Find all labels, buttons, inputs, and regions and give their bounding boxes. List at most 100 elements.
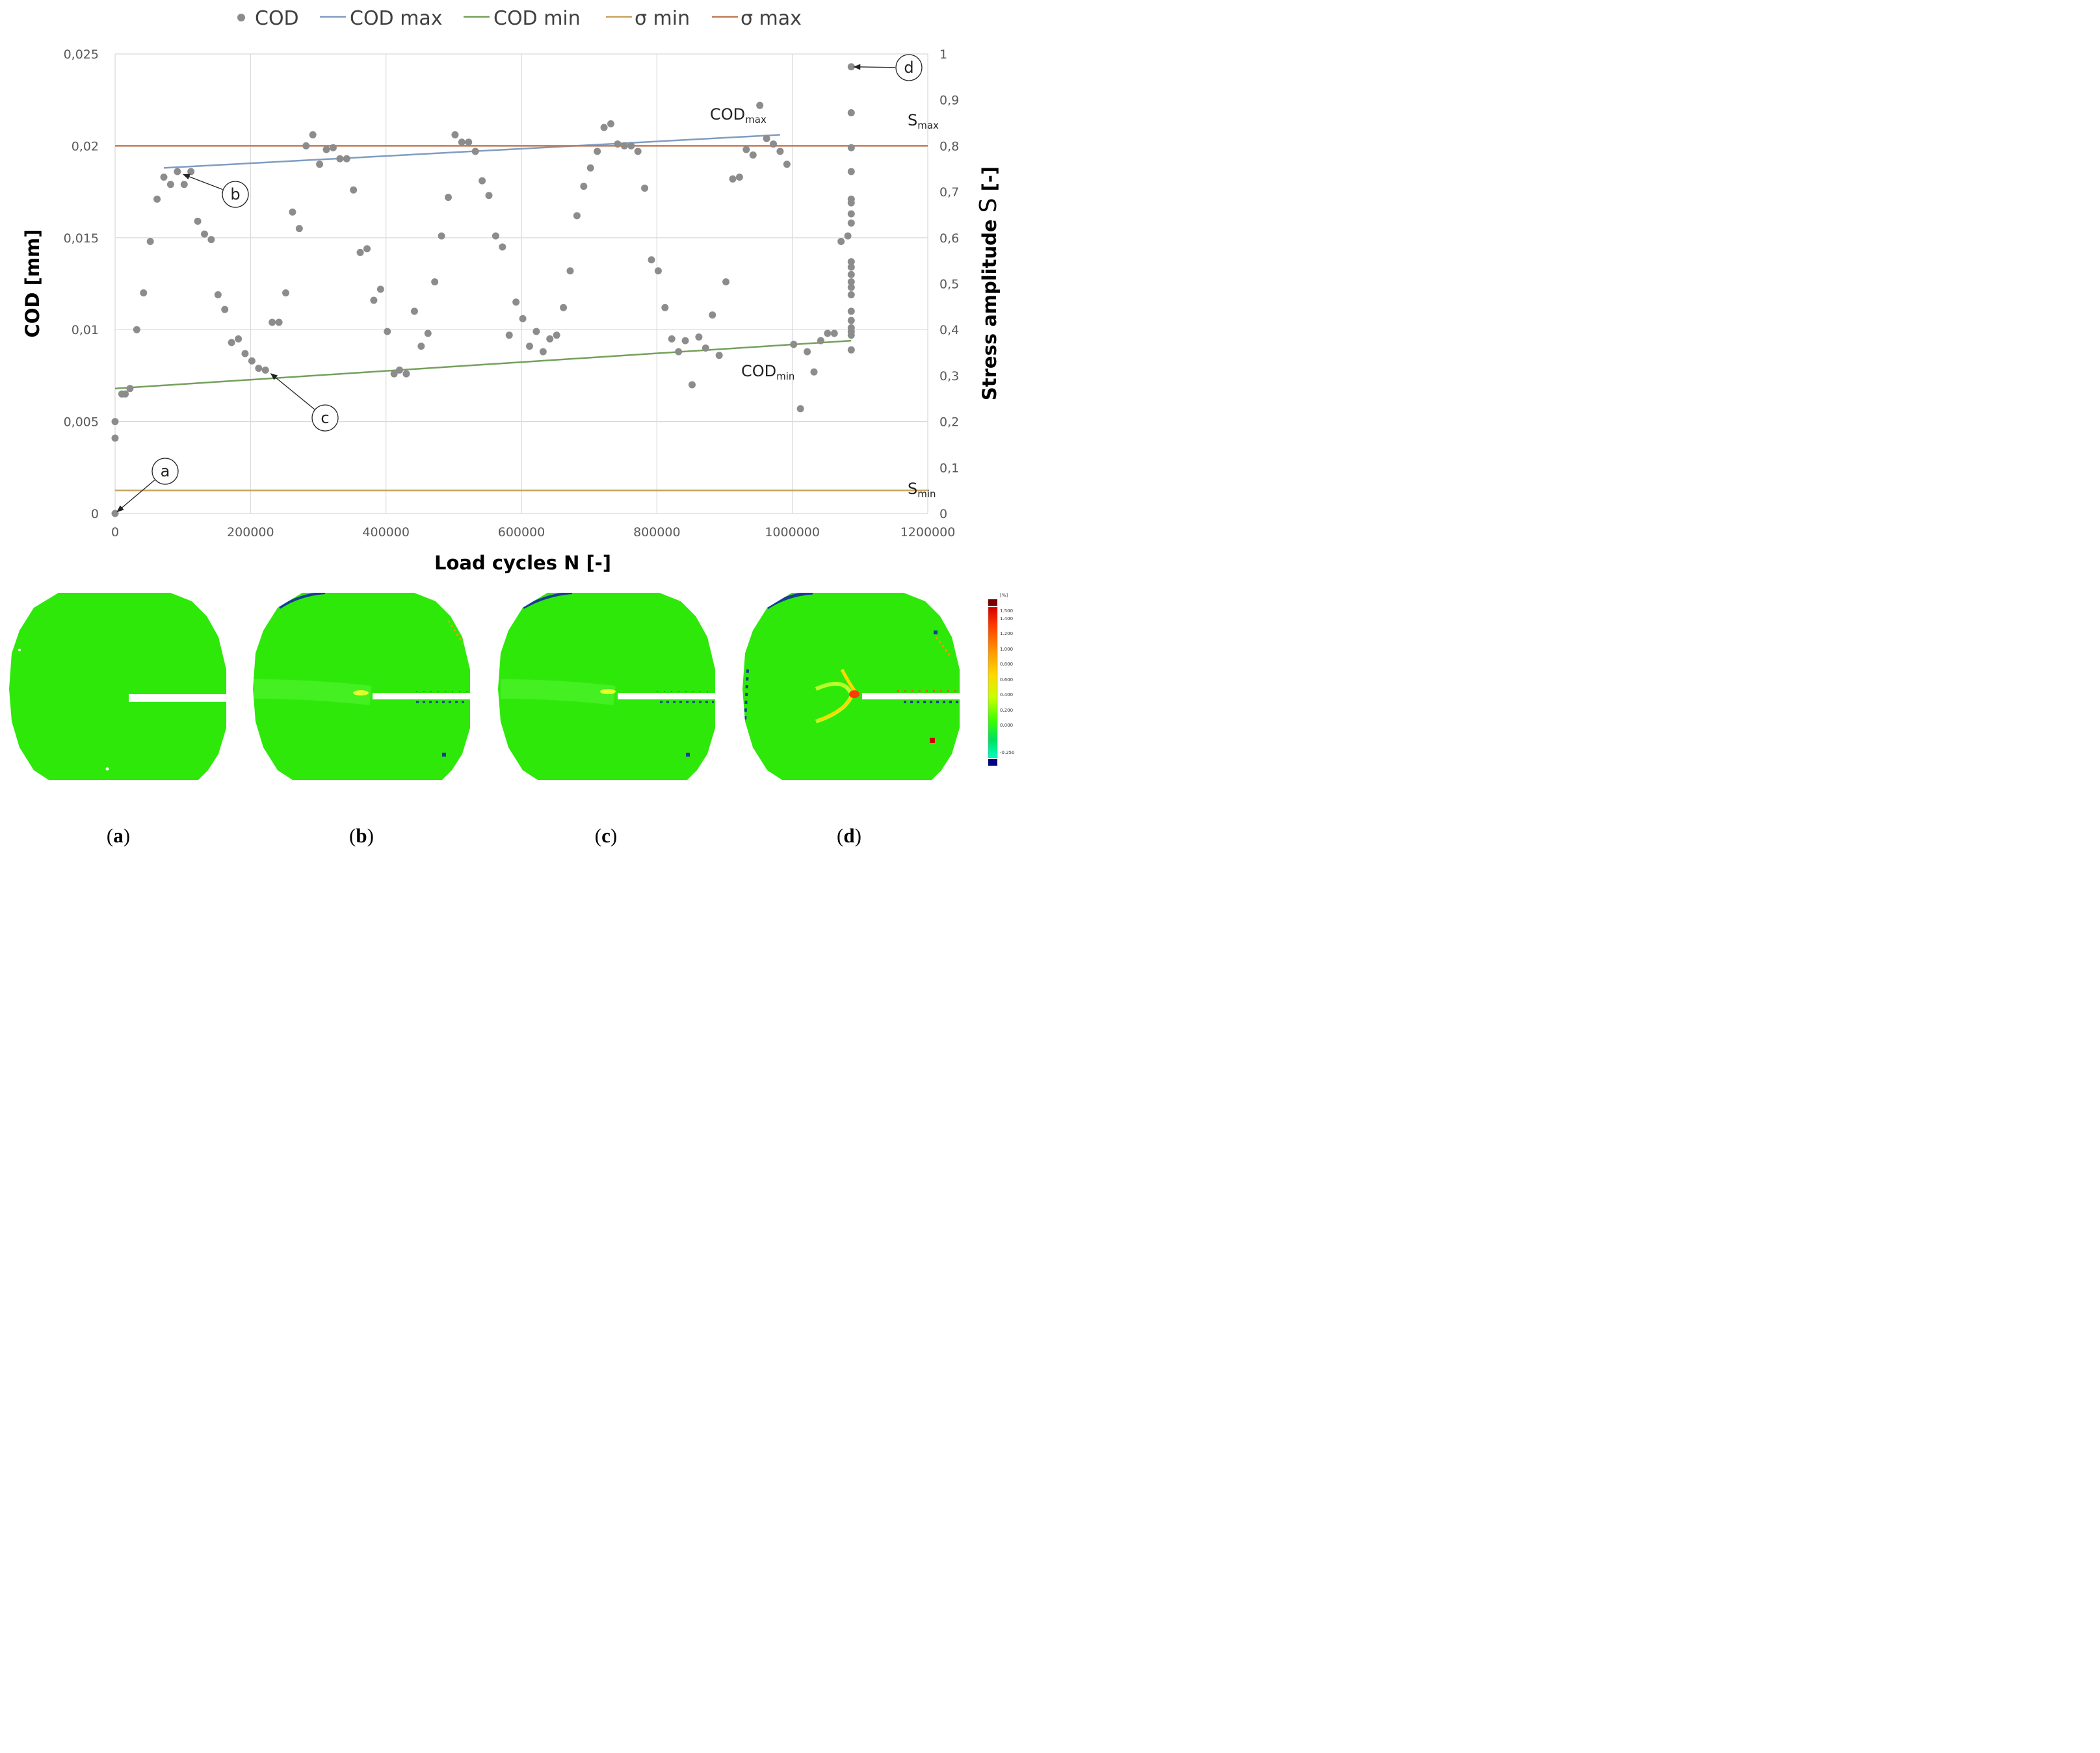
cod-point xyxy=(776,148,784,155)
cod-min-annotation-main: COD xyxy=(741,362,776,380)
colorbar-ticks: 1.500 1.400 1.200 1.000 0.800 0.600 0.400 0.200… xyxy=(1000,608,1015,755)
cod-point xyxy=(847,109,855,116)
legend-label-sigma-max: σ max xyxy=(741,7,802,30)
cod-point xyxy=(479,177,486,185)
colorbar-tick-label: 1.200 xyxy=(1000,631,1013,636)
colorbar-tick-label: 0.000 xyxy=(1000,723,1013,728)
axis-ticks: 0 200000 400000 600000 800000 1000000 1200000 0… xyxy=(64,47,960,539)
cod-point xyxy=(756,101,764,109)
cod-point xyxy=(111,418,119,426)
panel-label-b: (b) xyxy=(349,824,374,847)
y2-axis-title: Stress amplitude S [-] xyxy=(975,166,1002,400)
marker-label-c: c xyxy=(321,409,329,427)
cod-point xyxy=(796,405,804,413)
cod-point xyxy=(783,161,791,168)
colorbar-tick-label: 0.400 xyxy=(1000,692,1013,697)
cod-point xyxy=(607,120,614,127)
y2-axis-title-s: S xyxy=(975,198,1002,213)
cod-point xyxy=(336,155,344,162)
cod-point xyxy=(282,289,289,297)
y2-axis-title-main: Stress amplitude xyxy=(978,213,1001,400)
cod-point xyxy=(241,350,249,357)
cod-point xyxy=(485,192,493,200)
marker-arrow-d xyxy=(859,66,896,68)
cod-point xyxy=(126,385,134,393)
cod-point xyxy=(275,318,283,326)
panel-label-c-close: ) xyxy=(610,824,617,847)
panel-label-c-open: ( xyxy=(595,824,601,847)
cod-point xyxy=(770,140,777,148)
cod-point xyxy=(594,148,601,155)
cod-point xyxy=(553,331,560,339)
cod-point xyxy=(749,151,757,159)
panel-label-c: (c) xyxy=(595,824,617,847)
colorbar: [%] 1.500 1.400 1.200 1.000 0.800 0.600 0.400 0… xyxy=(988,593,1015,766)
cod-point xyxy=(681,337,689,344)
legend-label-cod: COD xyxy=(255,7,299,30)
cod-point xyxy=(255,365,263,372)
cod-point xyxy=(221,305,229,313)
x-axis-title: Load cycles N [-] xyxy=(434,552,611,574)
cod-point xyxy=(675,348,683,356)
cod-point xyxy=(519,315,527,322)
cod-point xyxy=(512,298,520,306)
strain-panel-a xyxy=(9,593,226,780)
colorbar-tick-label: -0.250 xyxy=(1000,750,1015,755)
cod-point xyxy=(560,304,568,311)
colorbar-tick-label: 1.000 xyxy=(1000,647,1013,652)
cod-point xyxy=(847,283,855,291)
y2-tick-label: 0,7 xyxy=(939,185,959,200)
cod-point xyxy=(505,331,513,339)
cod-point xyxy=(248,357,256,365)
marker-label-a: a xyxy=(161,462,170,480)
strain-field-a xyxy=(9,593,226,780)
cod-point xyxy=(228,339,235,346)
cod-point xyxy=(295,225,303,233)
cod-point xyxy=(837,237,845,245)
marker-arrow-b xyxy=(188,175,223,190)
cod-points xyxy=(111,63,855,517)
cod-point xyxy=(709,311,716,319)
cod-point xyxy=(492,232,499,240)
cod-point xyxy=(350,186,358,194)
cod-point xyxy=(566,267,574,275)
cod-point xyxy=(641,184,649,192)
cod-point xyxy=(620,142,628,149)
cod-point xyxy=(160,173,168,181)
cod-point xyxy=(847,317,855,324)
series-line-cod-min xyxy=(114,339,852,389)
cod-point xyxy=(729,175,737,183)
cod-point xyxy=(847,219,855,227)
x-tick-label: 1200000 xyxy=(900,525,956,539)
panel-label-a-close: ) xyxy=(124,824,130,847)
cod-point xyxy=(111,434,119,442)
cod-point xyxy=(207,236,215,244)
cod-point xyxy=(458,138,466,146)
y2-tick-label: 0,9 xyxy=(939,94,959,108)
chart-grid xyxy=(114,53,928,514)
cod-point xyxy=(763,135,770,142)
cod-min-annotation: CODmin xyxy=(741,362,794,382)
cod-point xyxy=(847,199,855,207)
cod-point xyxy=(824,330,832,337)
y-tick-label: 0,02 xyxy=(72,139,99,153)
legend-label-cod-max: COD max xyxy=(350,7,443,30)
cod-point xyxy=(634,148,642,155)
chart-legend: COD COD max COD min σ min σ max xyxy=(237,7,802,30)
strain-field-d xyxy=(742,593,960,780)
legend-label-sigma-min: σ min xyxy=(635,7,690,30)
y-axis-title: COD [mm] xyxy=(21,229,44,337)
colorbar-tick-label: 0.600 xyxy=(1000,677,1013,682)
x-tick-label: 800000 xyxy=(633,525,681,539)
y2-tick-label: 0,1 xyxy=(939,461,959,475)
panel-label-b-open: ( xyxy=(349,824,356,847)
panel-label-d-letter: d xyxy=(843,824,854,847)
colorbar-min-swatch xyxy=(988,759,997,766)
y2-tick-label: 0,6 xyxy=(939,231,959,246)
panel-label-b-letter: b xyxy=(356,824,367,847)
smax-annotation-main: S xyxy=(908,111,917,129)
artifact-dot xyxy=(442,753,446,757)
y2-tick-label: 0,5 xyxy=(939,278,959,292)
cod-point xyxy=(410,307,418,315)
cod-point xyxy=(194,217,202,225)
